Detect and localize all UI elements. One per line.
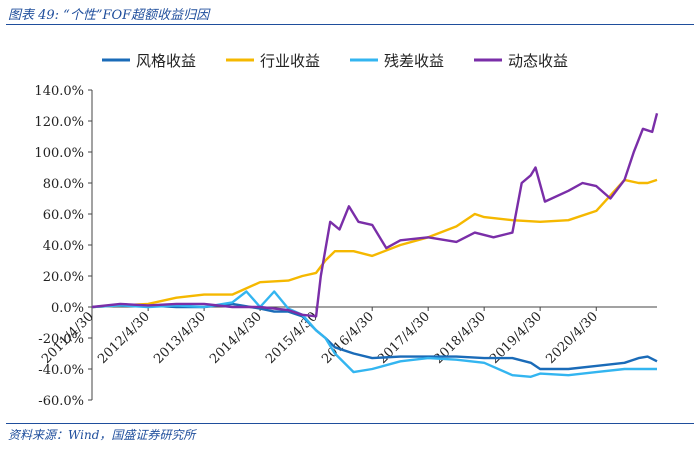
y-tick-label: 40.0% — [43, 239, 84, 254]
legend-label: 动态收益 — [508, 52, 568, 70]
y-tick-label: 20.0% — [43, 270, 84, 285]
y-tick-label: 0.0% — [51, 301, 84, 316]
x-tick-label: 2015/4/30 — [263, 309, 321, 367]
y-tick-label: 120.0% — [34, 115, 84, 130]
x-tick-label: 2020/4/30 — [543, 309, 601, 367]
y-tick-label: 80.0% — [43, 177, 84, 192]
series-line — [91, 113, 659, 318]
y-tick-label: 140.0% — [34, 84, 84, 99]
title-rule — [6, 24, 694, 25]
legend-label: 风格收益 — [136, 52, 196, 70]
source-rule — [6, 423, 694, 424]
source-note: 资料来源：Wind，国盛证券研究所 — [8, 428, 196, 442]
legend-label: 行业收益 — [260, 52, 320, 70]
x-tick-label: 2014/4/30 — [207, 309, 265, 367]
series-lines — [91, 113, 659, 378]
y-tick-label: 100.0% — [34, 146, 84, 161]
x-tick-label: 2012/4/30 — [95, 309, 153, 367]
y-tick-label: -20.0% — [38, 332, 84, 347]
legend-label: 残差收益 — [384, 52, 444, 70]
legend: 风格收益 行业收益 残差收益 动态收益 — [102, 52, 568, 70]
y-tick-label: 60.0% — [43, 208, 84, 223]
y-tick-label: -40.0% — [38, 363, 84, 378]
figure-title: 图表 49: “个性”FOF超额收益归因 — [8, 8, 210, 23]
series-line — [91, 178, 658, 309]
axes: -60.0% -40.0% -20.0% 0.0% 20.0% 40.0% 60.0% 80.… — [34, 84, 657, 409]
y-tick-label: -60.0% — [38, 394, 84, 409]
x-tick-label: 2013/4/30 — [151, 309, 209, 367]
